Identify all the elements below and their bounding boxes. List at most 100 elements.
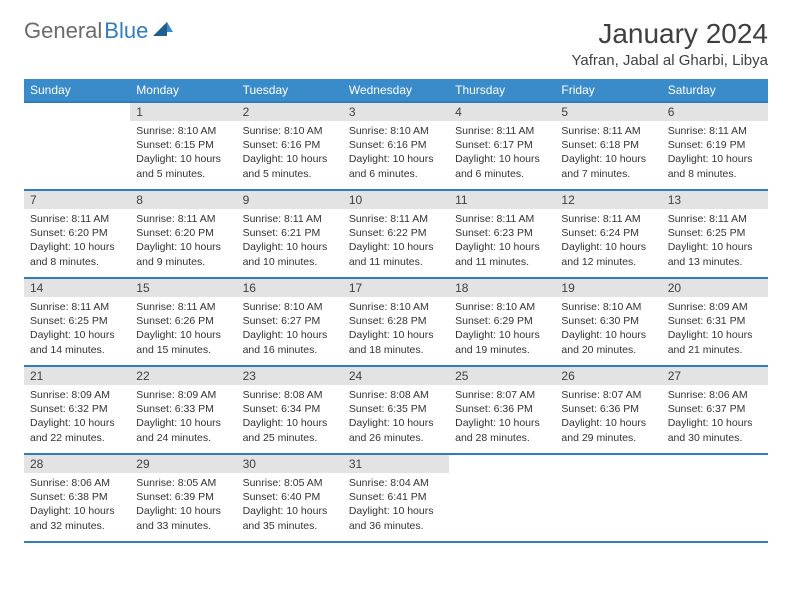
day-details: Sunrise: 8:10 AMSunset: 6:30 PMDaylight:… — [555, 297, 661, 361]
day-details: Sunrise: 8:11 AMSunset: 6:17 PMDaylight:… — [449, 121, 555, 185]
day-details: Sunrise: 8:10 AMSunset: 6:16 PMDaylight:… — [237, 121, 343, 185]
day-number: 29 — [130, 455, 236, 473]
day-number: 28 — [24, 455, 130, 473]
calendar-cell — [662, 454, 768, 542]
calendar-cell: 5Sunrise: 8:11 AMSunset: 6:18 PMDaylight… — [555, 102, 661, 190]
calendar-head: SundayMondayTuesdayWednesdayThursdayFrid… — [24, 79, 768, 102]
calendar-week-row: 14Sunrise: 8:11 AMSunset: 6:25 PMDayligh… — [24, 278, 768, 366]
month-title: January 2024 — [571, 18, 768, 50]
calendar-cell: 24Sunrise: 8:08 AMSunset: 6:35 PMDayligh… — [343, 366, 449, 454]
day-number: 8 — [130, 191, 236, 209]
calendar-cell: 10Sunrise: 8:11 AMSunset: 6:22 PMDayligh… — [343, 190, 449, 278]
calendar-cell — [449, 454, 555, 542]
day-number: 20 — [662, 279, 768, 297]
day-details: Sunrise: 8:11 AMSunset: 6:23 PMDaylight:… — [449, 209, 555, 273]
day-number: 16 — [237, 279, 343, 297]
calendar-cell: 6Sunrise: 8:11 AMSunset: 6:19 PMDaylight… — [662, 102, 768, 190]
day-number: 26 — [555, 367, 661, 385]
title-block: January 2024 Yafran, Jabal al Gharbi, Li… — [571, 18, 768, 69]
day-details: Sunrise: 8:10 AMSunset: 6:27 PMDaylight:… — [237, 297, 343, 361]
day-details: Sunrise: 8:11 AMSunset: 6:20 PMDaylight:… — [130, 209, 236, 273]
day-number: 11 — [449, 191, 555, 209]
logo-text-blue: Blue — [104, 18, 148, 44]
day-number: 10 — [343, 191, 449, 209]
day-details: Sunrise: 8:10 AMSunset: 6:16 PMDaylight:… — [343, 121, 449, 185]
day-number: 18 — [449, 279, 555, 297]
calendar-cell: 21Sunrise: 8:09 AMSunset: 6:32 PMDayligh… — [24, 366, 130, 454]
day-number: 4 — [449, 103, 555, 121]
day-number: 5 — [555, 103, 661, 121]
calendar-cell: 28Sunrise: 8:06 AMSunset: 6:38 PMDayligh… — [24, 454, 130, 542]
day-number: 30 — [237, 455, 343, 473]
day-details: Sunrise: 8:06 AMSunset: 6:38 PMDaylight:… — [24, 473, 130, 537]
day-details: Sunrise: 8:11 AMSunset: 6:26 PMDaylight:… — [130, 297, 236, 361]
calendar-cell: 7Sunrise: 8:11 AMSunset: 6:20 PMDaylight… — [24, 190, 130, 278]
day-number: 6 — [662, 103, 768, 121]
calendar-cell: 16Sunrise: 8:10 AMSunset: 6:27 PMDayligh… — [237, 278, 343, 366]
calendar-cell: 27Sunrise: 8:06 AMSunset: 6:37 PMDayligh… — [662, 366, 768, 454]
calendar-cell: 15Sunrise: 8:11 AMSunset: 6:26 PMDayligh… — [130, 278, 236, 366]
day-number: 15 — [130, 279, 236, 297]
day-details: Sunrise: 8:10 AMSunset: 6:29 PMDaylight:… — [449, 297, 555, 361]
weekday-header: Thursday — [449, 79, 555, 102]
calendar-cell: 22Sunrise: 8:09 AMSunset: 6:33 PMDayligh… — [130, 366, 236, 454]
day-details: Sunrise: 8:11 AMSunset: 6:24 PMDaylight:… — [555, 209, 661, 273]
weekday-header: Tuesday — [237, 79, 343, 102]
calendar-table: SundayMondayTuesdayWednesdayThursdayFrid… — [24, 79, 768, 543]
day-details: Sunrise: 8:06 AMSunset: 6:37 PMDaylight:… — [662, 385, 768, 449]
day-number: 24 — [343, 367, 449, 385]
day-details: Sunrise: 8:11 AMSunset: 6:21 PMDaylight:… — [237, 209, 343, 273]
day-details: Sunrise: 8:10 AMSunset: 6:28 PMDaylight:… — [343, 297, 449, 361]
calendar-cell: 17Sunrise: 8:10 AMSunset: 6:28 PMDayligh… — [343, 278, 449, 366]
day-details: Sunrise: 8:09 AMSunset: 6:31 PMDaylight:… — [662, 297, 768, 361]
calendar-cell: 9Sunrise: 8:11 AMSunset: 6:21 PMDaylight… — [237, 190, 343, 278]
calendar-cell: 4Sunrise: 8:11 AMSunset: 6:17 PMDaylight… — [449, 102, 555, 190]
day-details: Sunrise: 8:07 AMSunset: 6:36 PMDaylight:… — [555, 385, 661, 449]
day-details: Sunrise: 8:04 AMSunset: 6:41 PMDaylight:… — [343, 473, 449, 537]
calendar-cell: 2Sunrise: 8:10 AMSunset: 6:16 PMDaylight… — [237, 102, 343, 190]
day-number: 31 — [343, 455, 449, 473]
calendar-cell: 11Sunrise: 8:11 AMSunset: 6:23 PMDayligh… — [449, 190, 555, 278]
day-number: 17 — [343, 279, 449, 297]
calendar-cell: 23Sunrise: 8:08 AMSunset: 6:34 PMDayligh… — [237, 366, 343, 454]
day-details: Sunrise: 8:11 AMSunset: 6:18 PMDaylight:… — [555, 121, 661, 185]
day-details: Sunrise: 8:05 AMSunset: 6:40 PMDaylight:… — [237, 473, 343, 537]
day-details: Sunrise: 8:07 AMSunset: 6:36 PMDaylight:… — [449, 385, 555, 449]
day-number: 13 — [662, 191, 768, 209]
calendar-week-row: 7Sunrise: 8:11 AMSunset: 6:20 PMDaylight… — [24, 190, 768, 278]
weekday-header: Wednesday — [343, 79, 449, 102]
weekday-row: SundayMondayTuesdayWednesdayThursdayFrid… — [24, 79, 768, 102]
day-details: Sunrise: 8:09 AMSunset: 6:33 PMDaylight:… — [130, 385, 236, 449]
calendar-cell: 31Sunrise: 8:04 AMSunset: 6:41 PMDayligh… — [343, 454, 449, 542]
calendar-cell: 18Sunrise: 8:10 AMSunset: 6:29 PMDayligh… — [449, 278, 555, 366]
calendar-cell: 25Sunrise: 8:07 AMSunset: 6:36 PMDayligh… — [449, 366, 555, 454]
day-number: 2 — [237, 103, 343, 121]
weekday-header: Monday — [130, 79, 236, 102]
day-number: 7 — [24, 191, 130, 209]
day-details: Sunrise: 8:09 AMSunset: 6:32 PMDaylight:… — [24, 385, 130, 449]
day-number: 14 — [24, 279, 130, 297]
calendar-body: 1Sunrise: 8:10 AMSunset: 6:15 PMDaylight… — [24, 102, 768, 542]
calendar-cell: 8Sunrise: 8:11 AMSunset: 6:20 PMDaylight… — [130, 190, 236, 278]
calendar-cell — [555, 454, 661, 542]
day-details: Sunrise: 8:08 AMSunset: 6:35 PMDaylight:… — [343, 385, 449, 449]
calendar-cell: 29Sunrise: 8:05 AMSunset: 6:39 PMDayligh… — [130, 454, 236, 542]
logo-sail-icon — [153, 22, 173, 36]
calendar-cell: 30Sunrise: 8:05 AMSunset: 6:40 PMDayligh… — [237, 454, 343, 542]
day-details: Sunrise: 8:11 AMSunset: 6:20 PMDaylight:… — [24, 209, 130, 273]
calendar-page: GeneralBlue January 2024 Yafran, Jabal a… — [0, 0, 792, 543]
logo-text-general: General — [24, 18, 102, 44]
page-header: GeneralBlue January 2024 Yafran, Jabal a… — [24, 18, 768, 69]
day-details: Sunrise: 8:11 AMSunset: 6:25 PMDaylight:… — [24, 297, 130, 361]
day-details: Sunrise: 8:10 AMSunset: 6:15 PMDaylight:… — [130, 121, 236, 185]
weekday-header: Friday — [555, 79, 661, 102]
location-subtitle: Yafran, Jabal al Gharbi, Libya — [571, 52, 768, 69]
calendar-week-row: 28Sunrise: 8:06 AMSunset: 6:38 PMDayligh… — [24, 454, 768, 542]
day-number: 25 — [449, 367, 555, 385]
calendar-cell: 14Sunrise: 8:11 AMSunset: 6:25 PMDayligh… — [24, 278, 130, 366]
calendar-week-row: 1Sunrise: 8:10 AMSunset: 6:15 PMDaylight… — [24, 102, 768, 190]
calendar-cell: 19Sunrise: 8:10 AMSunset: 6:30 PMDayligh… — [555, 278, 661, 366]
day-number: 9 — [237, 191, 343, 209]
day-number: 23 — [237, 367, 343, 385]
calendar-cell — [24, 102, 130, 190]
